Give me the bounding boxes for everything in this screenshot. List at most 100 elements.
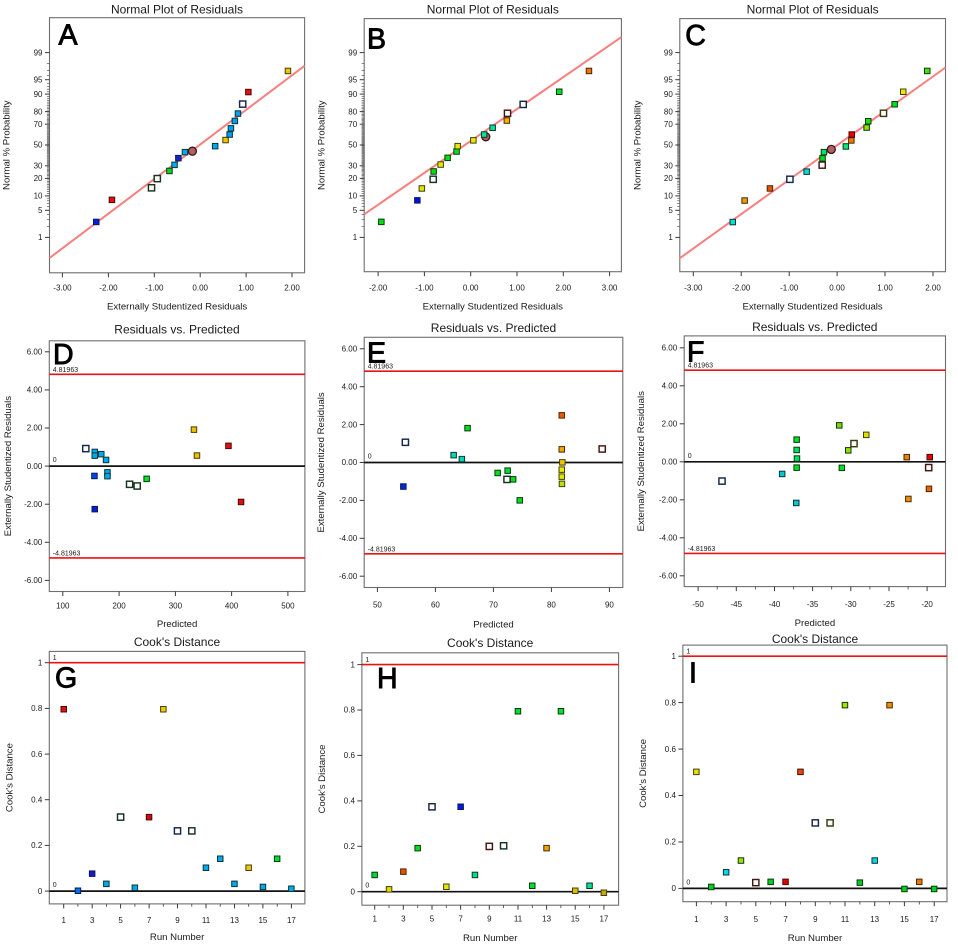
svg-text:0.2: 0.2	[665, 838, 677, 847]
svg-text:0: 0	[686, 879, 690, 886]
svg-text:0: 0	[671, 884, 676, 893]
svg-text:F: F	[687, 337, 704, 369]
svg-text:15: 15	[258, 916, 267, 925]
svg-text:Residuals vs. Predicted: Residuals vs. Predicted	[431, 321, 556, 335]
svg-text:4.00: 4.00	[27, 386, 43, 395]
svg-text:3.00: 3.00	[602, 284, 618, 293]
svg-text:10: 10	[348, 192, 357, 201]
svg-text:-6.00: -6.00	[339, 572, 358, 581]
svg-text:4.81963: 4.81963	[53, 367, 78, 374]
svg-text:0.00: 0.00	[662, 458, 678, 467]
svg-text:20: 20	[34, 174, 43, 183]
svg-text:80: 80	[34, 107, 43, 116]
svg-text:2.00: 2.00	[925, 284, 941, 293]
svg-text:0.00: 0.00	[342, 458, 358, 467]
svg-text:E: E	[367, 338, 386, 370]
svg-text:1.00: 1.00	[509, 284, 525, 293]
svg-text:1: 1	[61, 916, 66, 925]
svg-text:-4.00: -4.00	[24, 538, 43, 547]
svg-text:3: 3	[90, 916, 95, 925]
svg-text:50: 50	[664, 141, 673, 150]
svg-text:Externally Studentized Residua: Externally Studentized Residuals	[636, 391, 647, 531]
svg-text:90: 90	[664, 90, 673, 99]
svg-text:-2.00: -2.00	[659, 496, 678, 505]
svg-text:0.2: 0.2	[31, 841, 43, 850]
svg-text:Cook's Distance: Cook's Distance	[317, 744, 328, 813]
svg-text:1: 1	[694, 915, 699, 924]
svg-text:0.4: 0.4	[344, 797, 356, 806]
svg-text:9: 9	[175, 916, 180, 925]
svg-text:6.00: 6.00	[27, 348, 43, 357]
svg-text:30: 30	[34, 162, 43, 171]
svg-text:-4.00: -4.00	[659, 534, 678, 543]
svg-text:11: 11	[202, 916, 211, 925]
svg-text:70: 70	[489, 601, 498, 610]
svg-text:-4.81963: -4.81963	[53, 550, 81, 557]
svg-text:1: 1	[53, 655, 57, 662]
svg-text:0.6: 0.6	[344, 751, 356, 760]
svg-text:95: 95	[664, 75, 673, 84]
svg-text:-2.00: -2.00	[732, 284, 751, 293]
svg-text:Run Number: Run Number	[150, 932, 205, 943]
svg-text:-6.00: -6.00	[659, 572, 678, 581]
svg-text:0: 0	[38, 887, 43, 896]
svg-text:I: I	[689, 658, 697, 690]
svg-text:Predicted: Predicted	[795, 618, 836, 629]
svg-text:9: 9	[487, 915, 492, 924]
svg-text:-2.00: -2.00	[369, 284, 388, 293]
svg-text:Externally Studentized Residua: Externally Studentized Residuals	[107, 302, 247, 313]
svg-text:5: 5	[754, 915, 759, 924]
svg-text:99: 99	[34, 48, 43, 57]
svg-text:1: 1	[350, 660, 355, 669]
svg-text:90: 90	[605, 601, 614, 610]
svg-text:10: 10	[34, 192, 43, 201]
svg-text:-4.81963: -4.81963	[688, 546, 716, 553]
svg-text:500: 500	[281, 602, 295, 611]
svg-text:Cook's Distance: Cook's Distance	[447, 636, 534, 650]
svg-text:-45: -45	[731, 600, 743, 609]
svg-text:5: 5	[668, 206, 673, 215]
svg-text:4.81963: 4.81963	[368, 364, 393, 371]
svg-text:400: 400	[225, 602, 239, 611]
svg-text:Externally Studentized Residua: Externally Studentized Residuals	[316, 392, 327, 532]
svg-text:60: 60	[431, 601, 440, 610]
svg-text:0: 0	[365, 883, 369, 890]
svg-text:10: 10	[664, 192, 673, 201]
svg-text:0: 0	[53, 457, 57, 464]
svg-text:95: 95	[34, 75, 43, 84]
svg-text:13: 13	[230, 916, 239, 925]
svg-text:50: 50	[34, 141, 43, 150]
svg-text:13: 13	[542, 915, 551, 924]
svg-text:200: 200	[112, 602, 126, 611]
svg-text:70: 70	[348, 120, 357, 129]
svg-text:-1.00: -1.00	[780, 284, 799, 293]
svg-text:-2.00: -2.00	[339, 496, 358, 505]
svg-text:7: 7	[458, 915, 463, 924]
svg-text:4.00: 4.00	[662, 382, 678, 391]
svg-text:2.00: 2.00	[342, 420, 358, 429]
svg-text:5: 5	[430, 915, 435, 924]
svg-text:-1.00: -1.00	[415, 284, 434, 293]
svg-text:0.8: 0.8	[31, 704, 43, 713]
svg-text:1.00: 1.00	[238, 284, 254, 293]
svg-text:-3.00: -3.00	[684, 284, 703, 293]
svg-text:1: 1	[671, 652, 676, 661]
svg-text:C: C	[685, 20, 706, 52]
svg-text:2.00: 2.00	[284, 284, 300, 293]
svg-text:-20: -20	[921, 600, 933, 609]
svg-text:50: 50	[348, 141, 357, 150]
svg-text:0: 0	[53, 882, 57, 889]
svg-text:300: 300	[169, 602, 183, 611]
svg-text:99: 99	[664, 48, 673, 57]
svg-text:1: 1	[365, 657, 369, 664]
svg-text:Residuals vs. Predicted: Residuals vs. Predicted	[114, 323, 239, 337]
svg-text:Predicted: Predicted	[157, 619, 198, 630]
svg-text:-3.00: -3.00	[53, 284, 72, 293]
svg-text:Residuals vs. Predicted: Residuals vs. Predicted	[752, 320, 877, 334]
svg-text:6.00: 6.00	[342, 345, 358, 354]
svg-text:50: 50	[373, 601, 382, 610]
svg-text:-40: -40	[769, 600, 781, 609]
svg-text:6.00: 6.00	[662, 344, 678, 353]
svg-text:5: 5	[118, 916, 123, 925]
svg-text:Predicted: Predicted	[473, 620, 514, 631]
